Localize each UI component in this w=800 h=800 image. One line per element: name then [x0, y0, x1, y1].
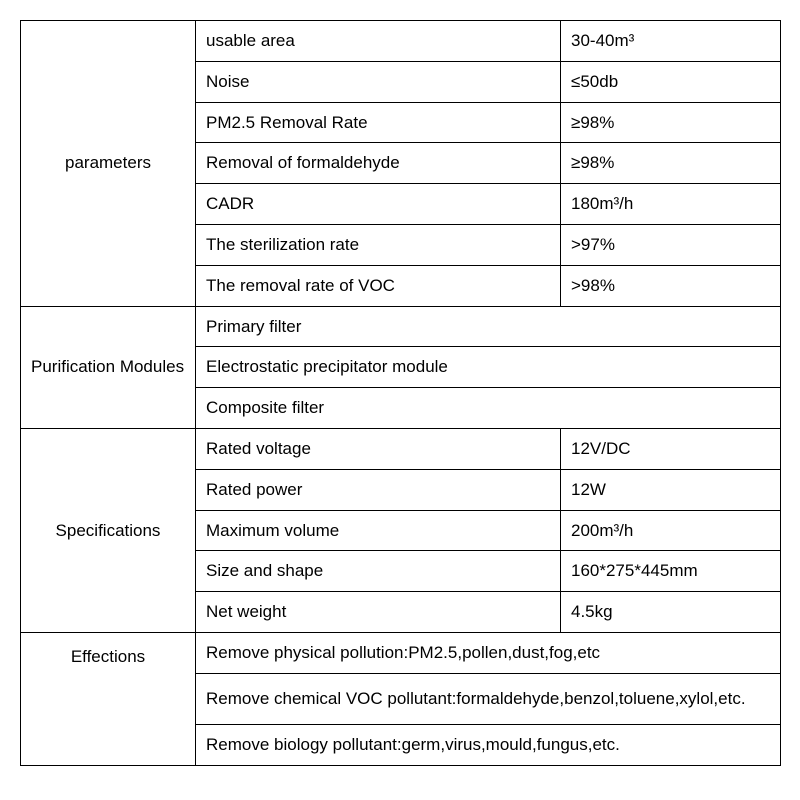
param-name: Noise: [196, 61, 561, 102]
section-header-purification: Purification Modules: [21, 306, 196, 428]
param-name: PM2.5 Removal Rate: [196, 102, 561, 143]
param-name: The removal rate of VOC: [196, 265, 561, 306]
param-value: 200m³/h: [561, 510, 781, 551]
param-value: 30-40m³: [561, 21, 781, 62]
param-value: 180m³/h: [561, 184, 781, 225]
param-value: ≥98%: [561, 143, 781, 184]
param-value: 160*275*445mm: [561, 551, 781, 592]
effection-text: Remove biology pollutant:germ,virus,moul…: [196, 724, 781, 765]
section-header-parameters: parameters: [21, 21, 196, 307]
module-name: Primary filter: [196, 306, 781, 347]
section-header-effections: Effections: [21, 632, 196, 765]
param-value: >97%: [561, 224, 781, 265]
param-name: Rated power: [196, 469, 561, 510]
param-value: 12V/DC: [561, 428, 781, 469]
param-name: usable area: [196, 21, 561, 62]
param-name: Removal of formaldehyde: [196, 143, 561, 184]
param-value: ≤50db: [561, 61, 781, 102]
param-name: The sterilization rate: [196, 224, 561, 265]
module-name: Composite filter: [196, 388, 781, 429]
table-row: Purification Modules Primary filter: [21, 306, 781, 347]
table-row: Specifications Rated voltage 12V/DC: [21, 428, 781, 469]
param-name: Maximum volume: [196, 510, 561, 551]
module-name: Electrostatic precipitator module: [196, 347, 781, 388]
param-value: ≥98%: [561, 102, 781, 143]
param-name: Rated voltage: [196, 428, 561, 469]
param-name: CADR: [196, 184, 561, 225]
param-value: 4.5kg: [561, 592, 781, 633]
table-row: Effections Remove physical pollution:PM2…: [21, 632, 781, 673]
table-row: parameters usable area 30-40m³: [21, 21, 781, 62]
param-value: >98%: [561, 265, 781, 306]
param-name: Size and shape: [196, 551, 561, 592]
spec-table: parameters usable area 30-40m³ Noise ≤50…: [20, 20, 781, 766]
param-name: Net weight: [196, 592, 561, 633]
param-value: 12W: [561, 469, 781, 510]
effection-text: Remove chemical VOC pollutant:formaldehy…: [196, 673, 781, 724]
section-header-specifications: Specifications: [21, 428, 196, 632]
effection-text: Remove physical pollution:PM2.5,pollen,d…: [196, 632, 781, 673]
